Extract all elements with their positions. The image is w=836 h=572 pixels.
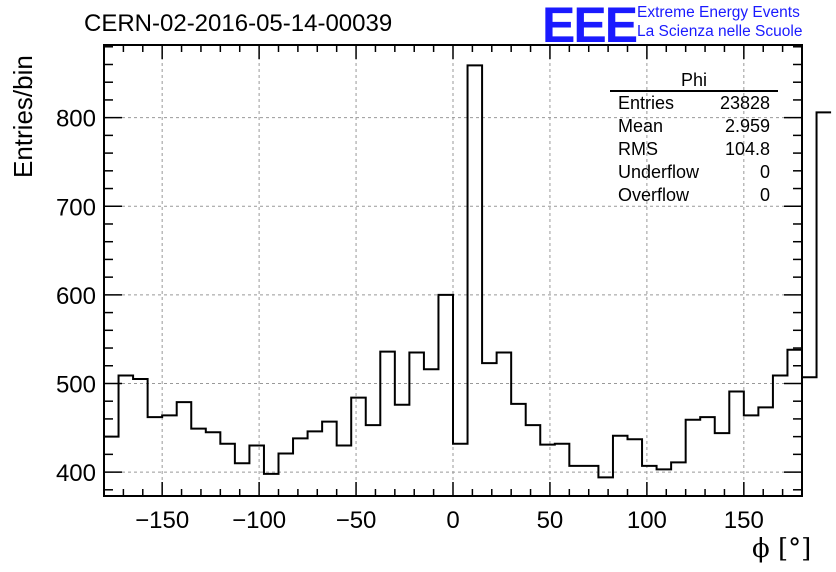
stats-value: 2.959 (724, 116, 770, 136)
plot-frame (103, 44, 803, 497)
x-axis-label: ϕ [°] (752, 534, 812, 564)
stats-value: 104.8 (724, 139, 770, 159)
x-tick-label: 150 (724, 507, 764, 534)
stats-value: 0 (759, 185, 770, 205)
stats-label: Mean (618, 116, 664, 136)
stats-label: Entries (618, 93, 675, 113)
x-tick-label: −100 (232, 507, 286, 534)
stats-row-rms: RMS 104.8 (610, 138, 778, 161)
y-tick-label: 800 (56, 106, 96, 133)
stats-row-underflow: Underflow 0 (610, 161, 778, 184)
logo-caption: Extreme Energy Events La Scienza nelle S… (637, 3, 802, 41)
eee-logo: EEE (542, 0, 638, 53)
stats-label: Underflow (618, 162, 700, 182)
stats-row-entries: Entries 23828 (610, 92, 778, 115)
x-tick-label: 50 (537, 507, 564, 534)
stats-row-overflow: Overflow 0 (610, 184, 778, 207)
x-tick-label: 0 (446, 507, 459, 534)
logo-caption-line2: La Scienza nelle Scuole (637, 23, 803, 40)
y-tick-label: 500 (56, 371, 96, 398)
stats-label: Overflow (618, 185, 690, 205)
axis-ticks (103, 45, 803, 496)
stats-box: Phi Entries 23828 Mean 2.959 RMS 104.8 U… (610, 70, 778, 207)
x-tick-label: 100 (627, 507, 667, 534)
run-title: CERN-02-2016-05-14-00039 (84, 10, 393, 37)
y-tick-label: 700 (56, 194, 96, 221)
tick-labels: −150 −100 −50 0 50 100 150 400 500 600 700 800 (56, 106, 764, 534)
stats-row-mean: Mean 2.959 (610, 115, 778, 138)
stats-value: 0 (759, 162, 770, 182)
y-tick-label: 400 (56, 460, 96, 487)
stats-value: 23828 (719, 93, 770, 113)
histogram-outline (104, 64, 832, 479)
stats-title: Phi (610, 70, 778, 92)
stats-label: RMS (618, 139, 658, 159)
y-axis-label: Entries/bin (8, 55, 38, 178)
x-tick-label: −50 (336, 507, 377, 534)
y-tick-label: 600 (56, 283, 96, 310)
x-tick-label: −150 (135, 507, 189, 534)
logo-caption-line1: Extreme Energy Events (637, 4, 800, 21)
